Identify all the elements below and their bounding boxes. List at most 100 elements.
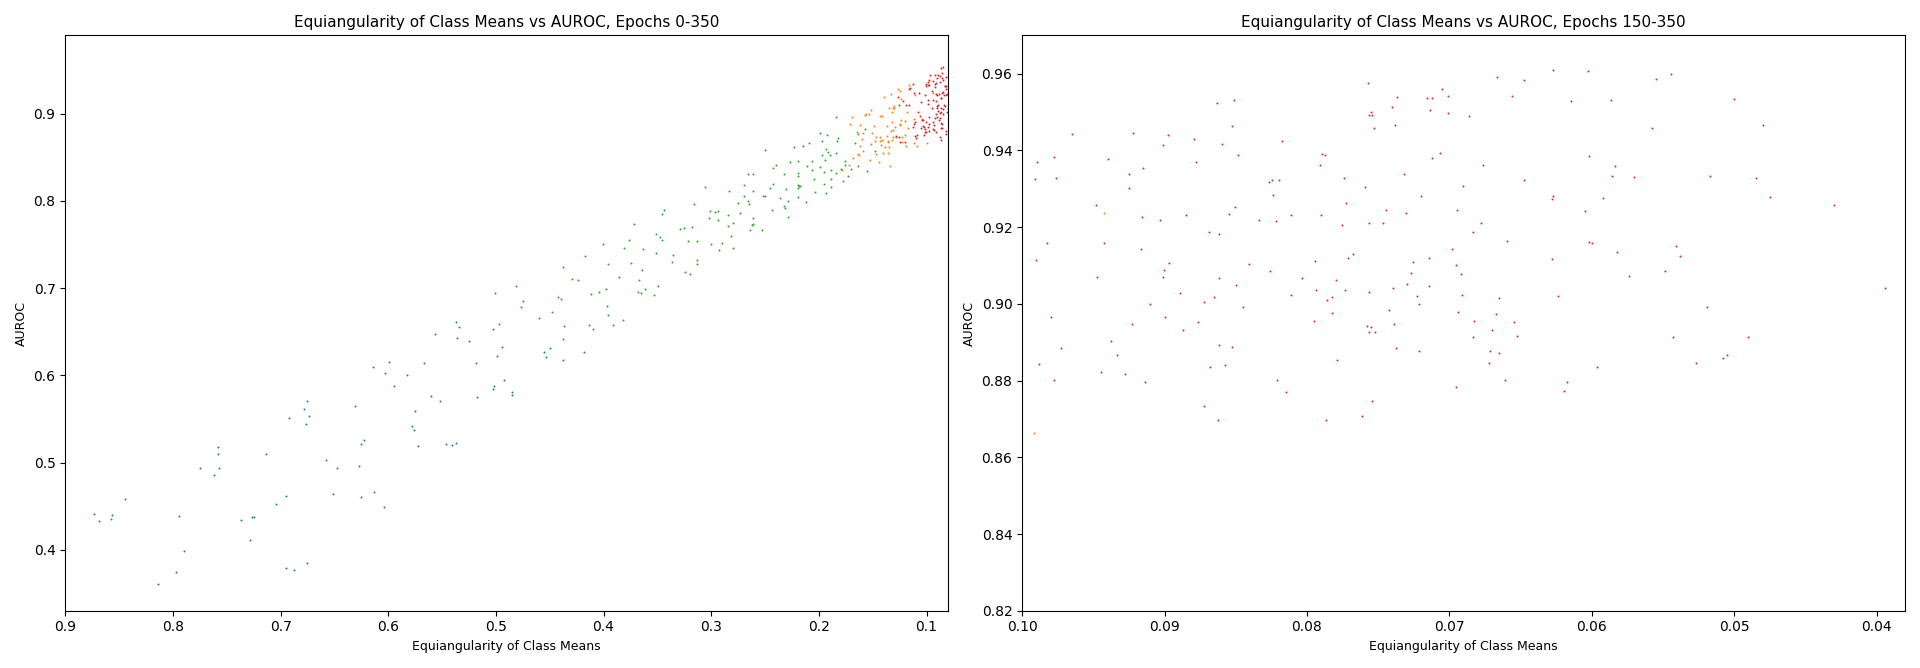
- Point: [927, 109, 958, 120]
- Point: [1649, 265, 1680, 276]
- Point: [943, 96, 973, 107]
- Point: [954, 123, 985, 134]
- Point: [728, 180, 758, 190]
- Point: [438, 472, 468, 483]
- Point: [1327, 220, 1357, 230]
- Point: [497, 387, 528, 397]
- Point: [649, 204, 680, 215]
- Point: [922, 72, 952, 83]
- Point: [939, 113, 970, 124]
- Point: [1597, 170, 1628, 181]
- Point: [1588, 192, 1619, 203]
- Point: [1114, 168, 1144, 179]
- Point: [772, 211, 803, 222]
- Point: [486, 342, 516, 353]
- Point: [1202, 98, 1233, 109]
- Point: [344, 460, 374, 471]
- Point: [876, 116, 906, 127]
- Point: [461, 357, 492, 368]
- Point: [1204, 414, 1235, 425]
- Point: [899, 117, 929, 128]
- Point: [545, 294, 576, 305]
- Point: [918, 102, 948, 113]
- Point: [436, 440, 467, 450]
- Point: [1680, 358, 1711, 369]
- Point: [947, 107, 977, 118]
- Y-axis label: AUROC: AUROC: [964, 301, 975, 345]
- Point: [227, 515, 257, 526]
- Point: [163, 462, 194, 473]
- Point: [860, 145, 891, 156]
- Point: [275, 430, 305, 440]
- Point: [605, 397, 636, 407]
- Point: [123, 442, 154, 452]
- Point: [866, 111, 897, 122]
- Point: [737, 212, 768, 223]
- Point: [935, 135, 966, 146]
- Point: [912, 80, 943, 91]
- Point: [236, 512, 267, 522]
- Point: [307, 353, 338, 363]
- Point: [876, 135, 906, 146]
- Point: [749, 191, 780, 202]
- Point: [1404, 299, 1434, 309]
- Point: [438, 224, 468, 234]
- Point: [1223, 150, 1254, 161]
- Point: [484, 318, 515, 329]
- Point: [925, 123, 956, 134]
- Point: [948, 80, 979, 91]
- Point: [603, 402, 634, 413]
- Point: [1734, 331, 1764, 342]
- Point: [945, 92, 975, 103]
- Point: [935, 108, 966, 118]
- Point: [806, 150, 837, 160]
- Point: [0, 341, 21, 352]
- Point: [1087, 367, 1117, 377]
- Point: [1755, 192, 1786, 202]
- Point: [828, 168, 858, 179]
- Point: [609, 242, 639, 253]
- Point: [1332, 253, 1363, 263]
- Point: [666, 234, 697, 245]
- Point: [213, 301, 244, 311]
- Point: [169, 546, 200, 556]
- Point: [948, 57, 979, 68]
- Point: [939, 88, 970, 98]
- Point: [1392, 279, 1423, 289]
- Point: [876, 125, 906, 136]
- Point: [1576, 237, 1607, 248]
- Point: [866, 132, 897, 142]
- Point: [501, 424, 532, 435]
- Point: [860, 149, 891, 160]
- Point: [760, 160, 791, 170]
- Point: [937, 97, 968, 108]
- Point: [96, 509, 127, 520]
- Point: [1548, 385, 1578, 396]
- Point: [424, 395, 455, 406]
- Point: [879, 103, 910, 114]
- Point: [1041, 172, 1071, 183]
- Point: [545, 333, 576, 343]
- Point: [38, 494, 69, 505]
- Point: [945, 66, 975, 77]
- Point: [781, 183, 812, 194]
- Point: [284, 382, 315, 393]
- Point: [941, 104, 972, 115]
- Point: [966, 80, 996, 91]
- Point: [1538, 65, 1569, 75]
- Point: [937, 65, 968, 76]
- Point: [294, 411, 324, 422]
- Point: [603, 271, 634, 282]
- Point: [624, 275, 655, 286]
- Point: [950, 85, 981, 96]
- Point: [889, 116, 920, 126]
- Point: [816, 174, 847, 184]
- Point: [977, 105, 1008, 116]
- Point: [820, 168, 851, 178]
- Point: [639, 228, 670, 239]
- Point: [885, 119, 916, 130]
- Point: [547, 262, 578, 273]
- Point: [810, 187, 841, 198]
- Point: [1135, 299, 1165, 309]
- Point: [791, 196, 822, 207]
